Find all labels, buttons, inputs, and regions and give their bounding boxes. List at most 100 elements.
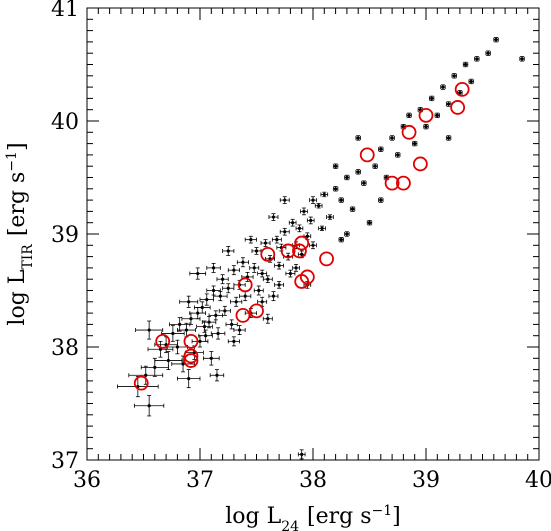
point-marker (277, 264, 281, 268)
data-point (206, 262, 221, 273)
point-marker (221, 277, 225, 281)
point-marker (237, 328, 242, 332)
data-point (332, 186, 339, 192)
point-marker (379, 198, 383, 202)
point-marker (458, 91, 462, 95)
point-marker (266, 277, 270, 281)
data-point (378, 197, 384, 203)
highlight-circle (384, 175, 400, 191)
point-marker (178, 322, 182, 326)
point-marker (362, 181, 366, 185)
data-point (445, 135, 452, 141)
data-point (406, 112, 412, 119)
data-point (338, 236, 344, 243)
highlight-circle (294, 235, 310, 251)
point-marker (230, 322, 234, 326)
point-marker (147, 328, 151, 332)
data-point (176, 369, 201, 389)
data-point (161, 325, 185, 342)
point-marker (291, 221, 295, 225)
point-marker (283, 230, 287, 234)
data-point (344, 174, 350, 181)
data-point (318, 225, 326, 232)
highlight-circle (183, 353, 199, 368)
point-marker (241, 260, 245, 264)
data-point (198, 329, 213, 342)
data-point (262, 275, 273, 283)
data-point (257, 269, 268, 278)
data-point (176, 322, 196, 338)
data-point (395, 152, 401, 158)
point-marker (257, 288, 261, 293)
data-point (216, 274, 229, 285)
data-point (241, 272, 254, 282)
data-point (210, 327, 226, 340)
data-point (262, 313, 273, 324)
point-marker (486, 51, 490, 55)
highlight-circle (299, 269, 315, 285)
point-marker (297, 226, 302, 230)
point-marker (223, 309, 227, 313)
point-marker (413, 142, 417, 146)
y-tick-label: 39 (51, 223, 79, 248)
highlight-circle (237, 277, 253, 293)
data-point (326, 214, 334, 220)
point-marker (263, 241, 268, 245)
data-point (208, 310, 224, 321)
data-point (300, 207, 308, 216)
point-marker (322, 192, 326, 197)
highlight-circle (183, 333, 199, 349)
point-marker (275, 238, 279, 242)
point-marker (520, 57, 524, 61)
point-marker (463, 62, 468, 67)
data-point (292, 264, 300, 272)
point-marker (367, 221, 372, 225)
point-marker (207, 320, 211, 324)
highlight-circle (319, 251, 334, 267)
data-point (372, 163, 378, 169)
data-point (244, 235, 257, 244)
x-tick-label: 40 (525, 468, 551, 493)
point-marker (218, 294, 222, 298)
point-marker (469, 79, 473, 84)
point-marker (226, 249, 230, 253)
point-marker (424, 125, 428, 129)
data-point (117, 375, 159, 398)
data-point (389, 135, 395, 141)
point-marker (441, 85, 445, 89)
point-marker (311, 243, 315, 247)
data-point (423, 123, 429, 130)
point-marker (300, 252, 304, 256)
data-point (249, 262, 260, 273)
point-marker (144, 373, 148, 377)
point-marker (184, 328, 189, 332)
point-marker (196, 311, 200, 315)
point-marker (334, 164, 338, 168)
data-point (236, 257, 249, 268)
point-marker (288, 271, 292, 276)
point-marker (294, 266, 298, 270)
data-point (445, 101, 452, 107)
data-point (260, 239, 271, 247)
point-marker (211, 288, 216, 293)
highlight-circle (450, 100, 466, 115)
point-marker (475, 57, 479, 61)
data-point (462, 61, 469, 68)
point-marker (166, 358, 170, 363)
highlight-circle (235, 307, 251, 323)
data-point (279, 227, 290, 236)
x-tick-label: 39 (412, 468, 440, 493)
highlight-circle (395, 175, 411, 191)
highlight-circle (292, 243, 307, 259)
point-marker (320, 226, 324, 230)
y-tick-label: 37 (51, 449, 79, 474)
highlight-circle (155, 333, 171, 349)
highlight-circle (412, 156, 428, 172)
highlight-circle (454, 81, 470, 97)
highlight-circle (401, 124, 417, 140)
point-marker (390, 136, 394, 140)
data-point (279, 196, 290, 204)
data-point (128, 365, 164, 385)
point-marker (356, 136, 360, 140)
